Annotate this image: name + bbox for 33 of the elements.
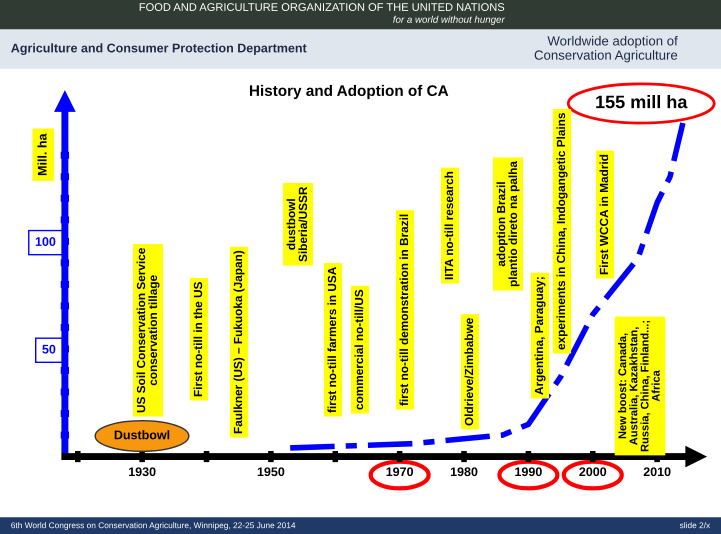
x-tick-label: 1930 <box>129 467 156 476</box>
text: Agriculture and Consumer Protection Department <box>11 43 307 55</box>
text: FOOD AND AGRICULTURE ORGANIZATION OF THE UNITED NATIONS <box>140 3 504 11</box>
annotation: IITA no-till research <box>444 172 454 280</box>
text: for a world without hunger <box>393 16 506 25</box>
annotation: Dustbowl <box>114 430 170 440</box>
annotation: First WCCA in Madrid <box>599 154 608 274</box>
text: slide 2/x <box>680 522 710 528</box>
x-tick-label: 1980 <box>450 467 478 476</box>
annotation: New boost: Canada, Australia, Kazakhstan, Russia, China, Finland...; Africa <box>618 320 660 452</box>
text: 6th World Congress on Conservation Agriculture, Winnipeg, 22-25 June 2014 <box>11 522 296 530</box>
chart-title: History and Adoption of CA <box>250 84 448 100</box>
x-tick-label: 2010 <box>644 467 671 476</box>
y-tick-label: 100 <box>36 237 56 246</box>
x-tick-label: 2000 <box>579 467 606 476</box>
annotation: first no-till farmers in USA <box>327 267 336 413</box>
y-axis-title: Mill. ha <box>37 133 47 176</box>
annotation: Faulkner (US) – Fukuoka (Japan) <box>233 250 245 434</box>
annotation: Argentina, Paraguay; <box>534 277 546 395</box>
x-tick-label: 1990 <box>515 467 542 476</box>
annotation: commercial no-till/US <box>354 290 364 410</box>
annotation: dustbowl Siberia/USSR <box>286 186 308 262</box>
annotation: 155 mill ha <box>596 95 688 108</box>
y-tick-label: 50 <box>42 344 56 354</box>
annotation: first no-till demonstration in Brazil <box>399 214 408 406</box>
annotation: adoption Brazil plantio direto na palha <box>496 160 520 286</box>
x-tick-label: 1950 <box>258 467 284 476</box>
annotation: experiments in China, Indogangetic Plains <box>556 113 568 350</box>
annotation: First no-till in the US <box>193 282 202 396</box>
annotation: Oldrieve/Zimbabwe <box>464 318 474 426</box>
annotation: US Soil Conservation Service conservation tillage <box>136 248 160 412</box>
x-tick-label: 1970 <box>386 467 414 476</box>
text: Worldwide adoption of Conservation Agriculture <box>534 36 678 62</box>
